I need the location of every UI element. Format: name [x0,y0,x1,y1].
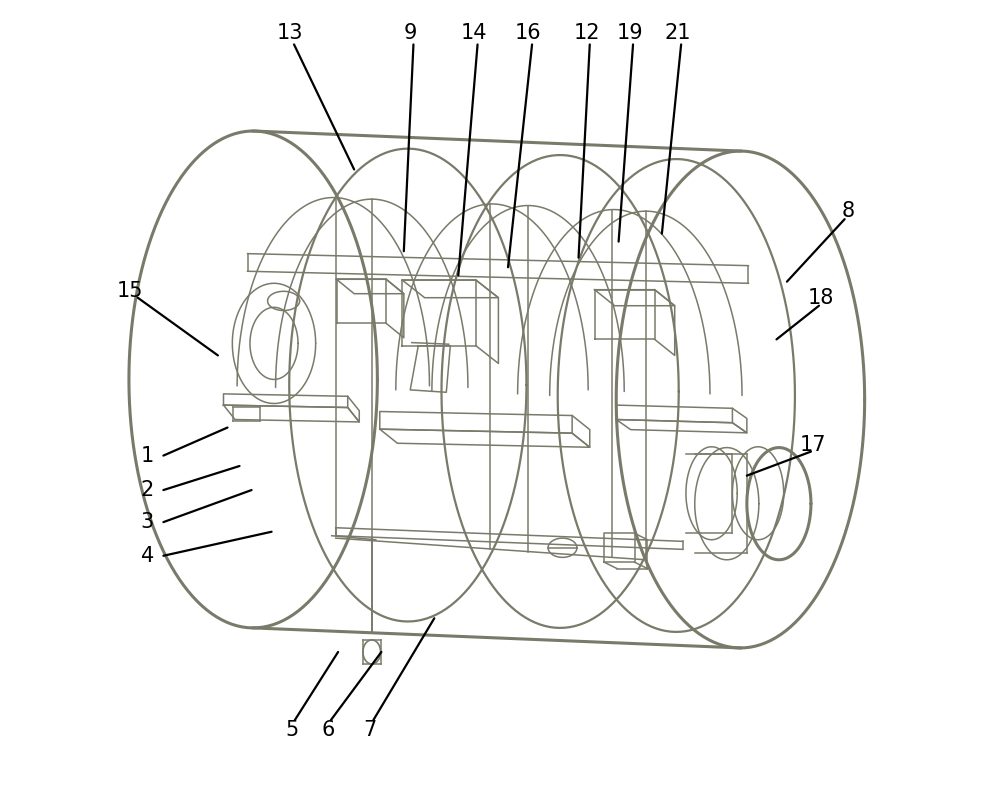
Text: 7: 7 [364,721,377,741]
Text: 13: 13 [277,23,303,44]
Text: 6: 6 [321,721,334,741]
Text: 5: 5 [285,721,298,741]
Text: 18: 18 [807,288,834,307]
Text: 21: 21 [665,23,691,44]
Text: 15: 15 [116,282,143,301]
Text: 2: 2 [141,480,154,500]
Text: 19: 19 [617,23,643,44]
Text: 17: 17 [799,435,826,455]
Text: 1: 1 [141,445,154,466]
Text: 4: 4 [141,546,154,566]
Text: 12: 12 [573,23,600,44]
Text: 8: 8 [842,201,855,221]
Text: 9: 9 [404,23,417,44]
Text: 16: 16 [515,23,541,44]
Text: 14: 14 [461,23,488,44]
Text: 3: 3 [141,512,154,532]
